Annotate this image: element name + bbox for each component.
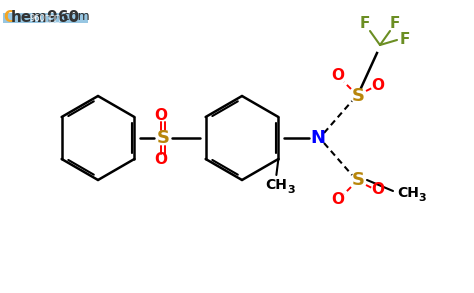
Text: 960化工网: 960化工网 — [29, 13, 61, 23]
Text: S: S — [352, 87, 365, 105]
Text: O: O — [331, 193, 345, 207]
Text: hem960: hem960 — [11, 10, 80, 25]
Text: F: F — [360, 16, 370, 30]
Text: F: F — [390, 16, 400, 30]
Text: S: S — [156, 129, 170, 147]
Text: O: O — [372, 183, 384, 197]
Text: CH: CH — [265, 178, 287, 192]
Text: O: O — [155, 108, 167, 124]
Text: CH: CH — [397, 186, 419, 200]
Text: O: O — [155, 152, 167, 168]
Text: O: O — [331, 69, 345, 84]
FancyBboxPatch shape — [3, 13, 88, 23]
Text: S: S — [352, 171, 365, 189]
Text: 3: 3 — [288, 185, 295, 195]
Text: 3: 3 — [418, 193, 426, 203]
Text: O: O — [372, 79, 384, 93]
Text: N: N — [310, 129, 326, 147]
Text: C: C — [3, 10, 14, 25]
Text: .com: .com — [60, 10, 91, 23]
Text: F: F — [400, 33, 410, 47]
